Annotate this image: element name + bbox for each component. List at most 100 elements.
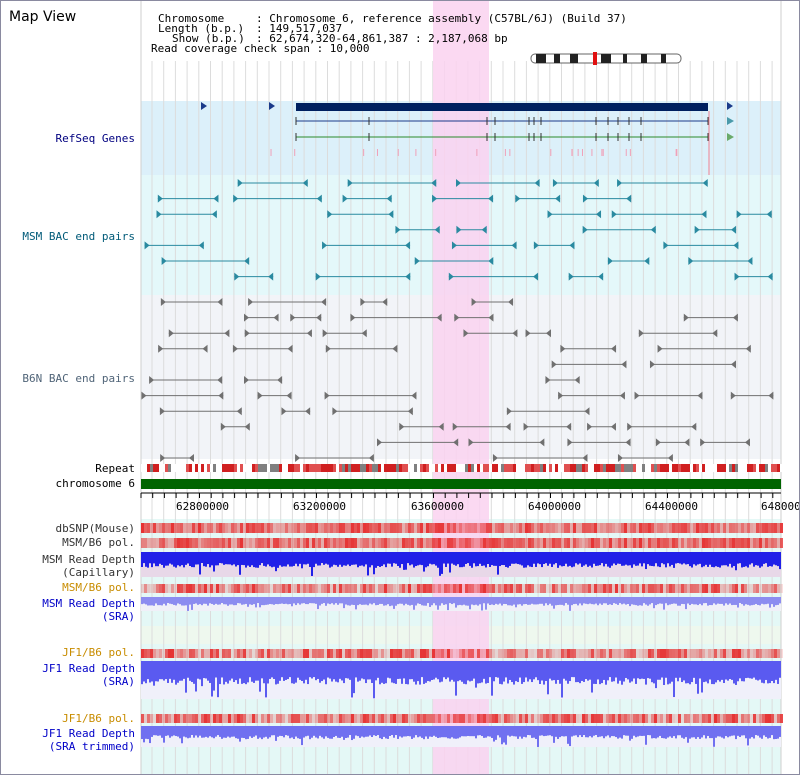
msm-sra-pol-cell <box>708 584 711 593</box>
msm-sra-pol-cell <box>324 584 327 593</box>
jf1-depth-bar <box>391 661 393 683</box>
jf1-depth-bar <box>309 661 311 678</box>
msm-sra-pol-cell <box>360 584 363 593</box>
jf1-pol-cell <box>420 649 423 658</box>
dbsnp-cell <box>522 523 525 533</box>
jf1-trim-depth-bar <box>637 726 639 737</box>
jf1-trim-pol-cell <box>342 714 345 723</box>
ideogram-band <box>601 54 611 63</box>
track-label-jf1-pol-trim[interactable]: JF1/B6 pol. <box>62 712 135 725</box>
msm-sra-depth-bar <box>717 597 719 604</box>
msm-sra-pol-cell <box>255 584 258 593</box>
jf1-trim-pol-cell <box>780 714 783 723</box>
jf1-pol-cell <box>360 649 363 658</box>
jf1-trim-depth-bar <box>333 726 335 738</box>
msm-pol-cell <box>276 538 279 548</box>
jf1-depth-bar <box>519 661 521 678</box>
jf1-depth-bar <box>699 661 701 679</box>
msm-pol-cell <box>225 538 228 548</box>
msm-cap-depth-bar <box>573 552 575 567</box>
msm-cap-depth-bar <box>559 552 561 566</box>
track-label-jf1-pol[interactable]: JF1/B6 pol. <box>62 646 135 659</box>
dbsnp-cell <box>420 523 423 533</box>
jf1-depth-bar <box>231 661 233 679</box>
track-label-msm-bac[interactable]: MSM BAC end pairs <box>22 230 135 243</box>
jf1-trim-depth-bar <box>523 726 525 737</box>
jf1-trim-pol-cell <box>540 714 543 723</box>
msm-cap-depth-bar <box>543 552 545 564</box>
track-label-dbsnp[interactable]: dbSNP(Mouse) <box>55 522 135 535</box>
jf1-trim-pol-cell <box>267 714 270 723</box>
track-label-jf1-trim[interactable]: JF1 Read Depth <box>42 727 135 740</box>
msm-sra-pol-cell <box>780 584 783 593</box>
jf1-depth-bar <box>169 661 171 679</box>
jf1-pol-cell <box>468 649 471 658</box>
msm-cap-depth-bar <box>479 552 481 564</box>
msm-bac-pair <box>552 179 558 187</box>
msm-pol-cell <box>696 538 699 548</box>
msm-pol-cell <box>678 538 681 548</box>
msm-sra-pol-cell <box>666 584 669 593</box>
jf1-depth-bar <box>315 661 317 681</box>
track-label-b6n-bac[interactable]: B6N BAC end pairs <box>22 372 135 385</box>
jf1-trim-depth-bar <box>241 726 243 738</box>
msm-pol-cell <box>213 538 216 548</box>
repeat-block <box>297 464 300 472</box>
jf1-pol-cell <box>582 649 585 658</box>
msm-sra-depth-bar <box>477 597 479 606</box>
msm-pol-cell <box>516 538 519 548</box>
msm-sra-depth-bar <box>765 597 767 605</box>
jf1-trim-depth-bar <box>571 726 573 737</box>
track-label-msm-depth-sra[interactable]: MSM Read Depth <box>42 597 135 610</box>
jf1-depth-bar <box>265 661 267 698</box>
jf1-depth-bar <box>677 661 679 682</box>
dbsnp-cell <box>279 523 282 533</box>
jf1-trim-depth-bar <box>329 726 331 739</box>
track-label-msm-pol[interactable]: MSM/B6 pol. <box>62 536 135 549</box>
repeat-block <box>603 464 606 472</box>
jf1-trim-depth-bar <box>559 726 561 738</box>
repeat-block <box>453 464 456 472</box>
msm-sra-pol-cell <box>735 584 738 593</box>
track-label-refseq[interactable]: RefSeq Genes <box>55 132 135 145</box>
b6n-bac-pair <box>512 329 518 338</box>
msm-pol-cell <box>156 538 159 548</box>
jf1-pol-cell <box>450 649 453 658</box>
repeat-block <box>315 464 318 472</box>
jf1-depth-bar <box>761 661 763 683</box>
dbsnp-cell <box>654 523 657 533</box>
jf1-pol-cell <box>381 649 384 658</box>
jf1-depth-bar <box>327 661 329 678</box>
repeat-block <box>168 464 171 472</box>
jf1-depth-bar <box>353 661 355 694</box>
dbsnp-cell <box>585 523 588 533</box>
track-label-chromosome[interactable]: chromosome 6 <box>55 477 135 490</box>
track-label-msm-depth-cap[interactable]: MSM Read Depth <box>42 553 135 566</box>
dbsnp-cell <box>384 523 387 533</box>
jf1-depth-bar <box>641 661 643 679</box>
jf1-trim-depth-bar <box>685 726 687 738</box>
track-label-msm-pol-sra[interactable]: MSM/B6 pol. <box>62 581 135 594</box>
jf1-trim-pol-cell <box>393 714 396 723</box>
msm-sra-depth-bar <box>479 597 481 605</box>
track-label-jf1-depth[interactable]: JF1 Read Depth <box>42 662 135 675</box>
dbsnp-cell <box>213 523 216 533</box>
repeat-block <box>243 464 246 472</box>
jf1-trim-pol-cell <box>591 714 594 723</box>
dbsnp-cell <box>474 523 477 533</box>
track-label-repeat[interactable]: Repeat <box>95 462 135 475</box>
jf1-pol-cell <box>246 649 249 658</box>
msm-pol-cell <box>366 538 369 548</box>
jf1-depth-bar <box>293 661 295 684</box>
msm-cap-depth-bar <box>271 552 273 568</box>
jf1-depth-bar <box>695 661 697 684</box>
msm-sra-pol-cell <box>198 584 201 593</box>
jf1-depth-bar <box>155 661 157 682</box>
jf1-pol-cell <box>324 649 327 658</box>
msm-cap-depth-bar <box>275 552 277 572</box>
msm-sra-pol-cell <box>768 584 771 593</box>
msm-sra-depth-bar <box>591 597 593 605</box>
msm-pol-cell <box>327 538 330 548</box>
msm-cap-depth-bar <box>411 552 413 565</box>
